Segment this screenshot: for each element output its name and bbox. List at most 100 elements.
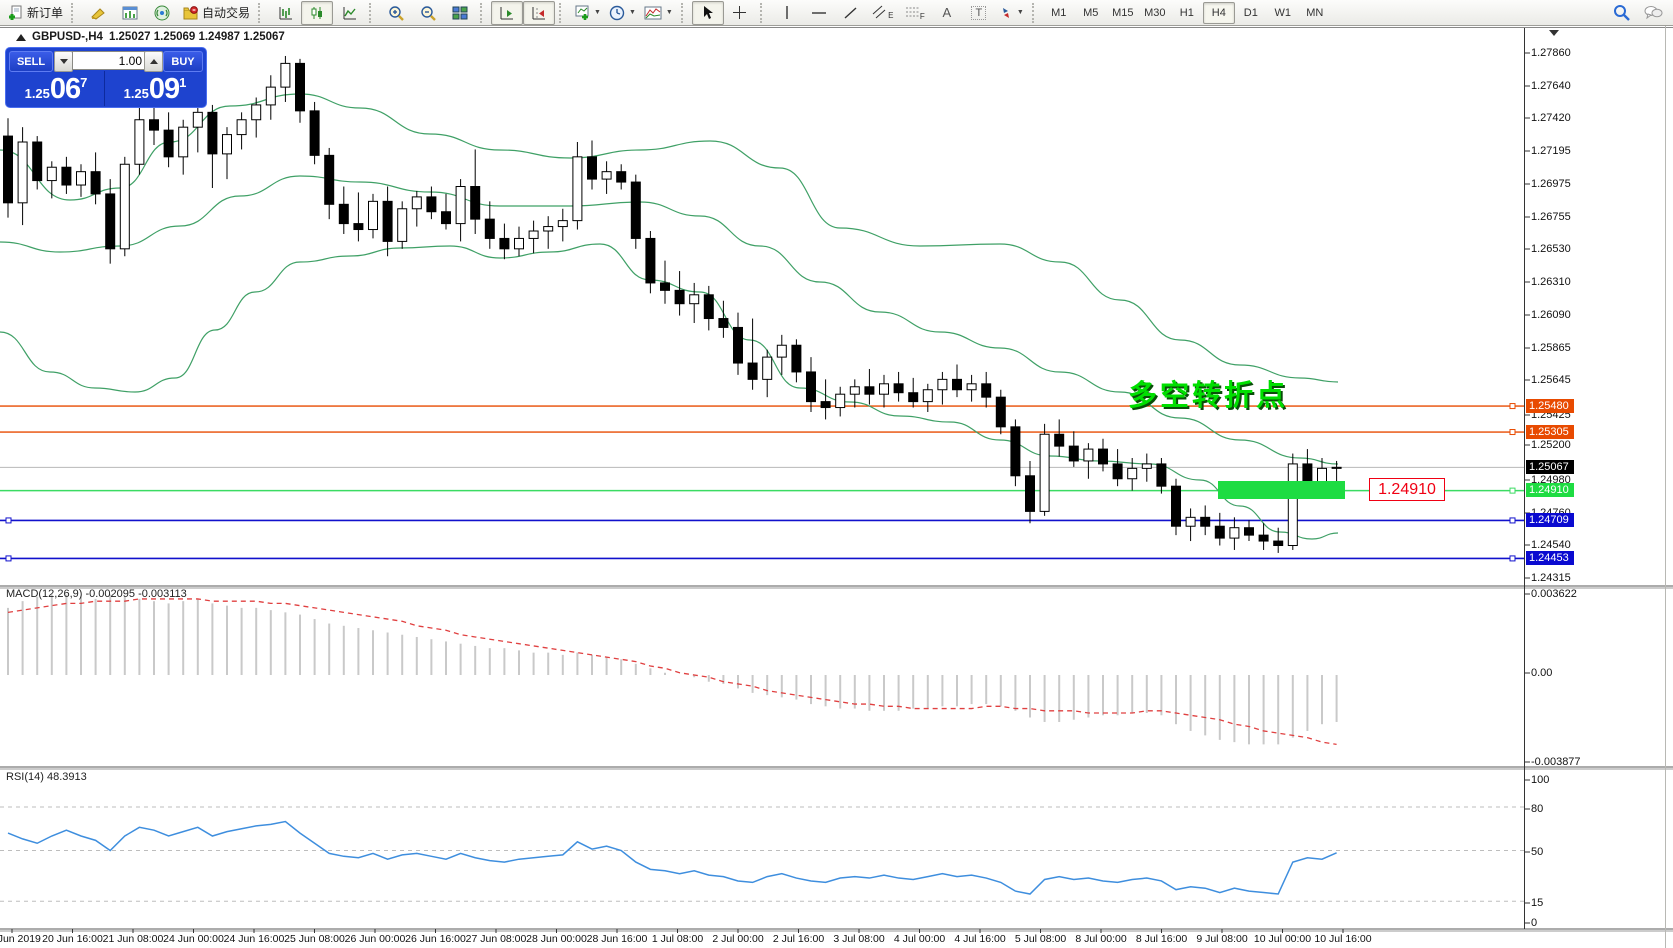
tile-windows-icon xyxy=(452,6,468,19)
periods-dropdown[interactable]: ▼ xyxy=(605,1,640,25)
volume-increase-button[interactable] xyxy=(144,51,163,72)
timeframe-W1[interactable]: W1 xyxy=(1274,6,1292,19)
template-icon xyxy=(644,6,662,19)
candlestick xyxy=(353,223,364,231)
channel-tool[interactable]: E xyxy=(867,1,899,25)
candlestick xyxy=(1302,463,1313,483)
sell-price[interactable]: 1.25 06 7 xyxy=(8,71,105,106)
zoom-out-button[interactable] xyxy=(412,1,444,25)
chart-shift-button[interactable] xyxy=(523,0,556,25)
time-label: 10 Jul 16:00 xyxy=(1314,933,1372,945)
tile-windows-button[interactable] xyxy=(444,1,476,25)
candlestick xyxy=(265,86,276,106)
text-label-tool[interactable]: T xyxy=(963,1,995,25)
chat-icon xyxy=(1644,6,1662,20)
candlestick xyxy=(557,220,568,228)
volume-decrease-button[interactable] xyxy=(54,51,73,72)
price-tick-label: 1.26755 xyxy=(1531,211,1571,223)
crosshair-tool-button[interactable] xyxy=(724,1,756,25)
time-label: 5 Jul 08:00 xyxy=(1014,933,1067,945)
macd-indicator-label: MACD(12,26,9) -0.002095 -0.003113 xyxy=(6,588,187,600)
timeframe-M5[interactable]: M5 xyxy=(1083,6,1099,19)
candlestick xyxy=(514,237,524,250)
candlestick xyxy=(820,401,831,409)
templates-dropdown[interactable]: ▼ xyxy=(640,1,677,25)
candlestick xyxy=(937,378,948,391)
candlestick xyxy=(572,156,583,222)
buy-price[interactable]: 1.25 09 1 xyxy=(107,71,203,106)
price-tick-label: 1.26090 xyxy=(1531,309,1571,321)
buy-button[interactable]: BUY xyxy=(163,51,203,72)
time-label: 8 Jul 00:00 xyxy=(1075,933,1127,945)
arrows-tool-dropdown[interactable]: ▼ xyxy=(995,1,1028,25)
auto-scroll-button[interactable] xyxy=(491,0,524,25)
bollinger-middle-band xyxy=(0,175,1339,465)
candlestick xyxy=(762,356,773,380)
bar-chart-button[interactable] xyxy=(269,1,301,25)
buy-price-prefix: 1.25 xyxy=(123,86,149,101)
toolbar-grip xyxy=(1031,2,1039,23)
indicator-tick-label: 0.003622 xyxy=(1531,588,1577,600)
rsi-line xyxy=(7,820,1337,895)
candlestick xyxy=(1039,433,1050,512)
new-chart-dropdown[interactable]: ▼ xyxy=(570,1,605,25)
timeframe-H4[interactable]: H4 xyxy=(1202,1,1235,24)
candlestick xyxy=(1054,433,1065,447)
signal-button[interactable] xyxy=(146,1,178,25)
signal-icon xyxy=(154,5,170,20)
candlestick xyxy=(397,208,408,242)
chevron-up-icon xyxy=(149,59,158,64)
new-order-button[interactable]: 新订单 xyxy=(4,1,67,25)
timeframe-M1[interactable]: M1 xyxy=(1051,6,1067,19)
auto-trading-button[interactable]: 自动交易 xyxy=(178,1,254,25)
chart-area[interactable]: GBPUSD-,H4 1.25027 1.25069 1.24987 1.250… xyxy=(0,26,1673,948)
candlestick-chart-button[interactable] xyxy=(301,0,334,25)
time-label: 24 Jun 16:00 xyxy=(223,933,285,945)
volume-input[interactable] xyxy=(72,51,146,70)
collapse-icon[interactable] xyxy=(16,33,26,41)
timeframe-M30[interactable]: M30 xyxy=(1144,6,1166,19)
cursor-tool-button[interactable] xyxy=(691,0,724,25)
price-tick-label: 1.25645 xyxy=(1531,374,1571,386)
chart-window-button[interactable] xyxy=(114,1,146,25)
timeframe-M15[interactable]: M15 xyxy=(1112,6,1134,19)
zoom-in-button[interactable] xyxy=(380,1,412,25)
candlestick xyxy=(470,186,481,220)
window-edge xyxy=(1665,26,1666,948)
vertical-line-tool[interactable] xyxy=(771,1,803,25)
candlestick xyxy=(1098,448,1108,465)
time-label: 2 Jul 16:00 xyxy=(772,933,825,945)
timeframe-MN[interactable]: MN xyxy=(1306,6,1324,19)
timeframe-D1[interactable]: D1 xyxy=(1243,6,1258,19)
fibonacci-tool[interactable]: F xyxy=(899,1,931,25)
crayon-button[interactable] xyxy=(82,1,114,25)
price-level-label[interactable]: 1.24910 xyxy=(1369,478,1445,501)
candlestick xyxy=(1317,467,1327,483)
candlestick xyxy=(46,166,57,182)
timeframe-group: M1 M5 M15 M30 H1 H4 D1 W1 MN xyxy=(1043,1,1331,24)
sell-button[interactable]: SELL xyxy=(9,51,53,72)
text-tool-icon: A xyxy=(942,5,952,20)
search-button[interactable] xyxy=(1605,1,1637,25)
candlestick xyxy=(981,383,992,398)
highlight-rectangle-object[interactable] xyxy=(1218,481,1345,499)
line-chart-button[interactable] xyxy=(333,1,365,25)
zoom-out-icon xyxy=(421,5,436,21)
candlestick xyxy=(1068,445,1079,462)
horizontal-line-tool[interactable] xyxy=(803,1,835,25)
sell-price-prefix: 1.25 xyxy=(24,86,50,101)
candlestick xyxy=(368,200,378,231)
timeframe-H1[interactable]: H1 xyxy=(1179,6,1194,19)
trendline-tool[interactable] xyxy=(835,1,867,25)
candlestick xyxy=(484,218,495,239)
price-tick-label: 1.26530 xyxy=(1531,243,1571,255)
chat-button[interactable] xyxy=(1637,1,1669,25)
text-tool[interactable]: A xyxy=(931,1,963,25)
line-handle xyxy=(1509,517,1516,524)
candlestick xyxy=(178,126,189,158)
arrows-icon xyxy=(1002,7,1009,18)
price-badge: 1.24709 xyxy=(1526,513,1574,527)
toolbar-grip xyxy=(559,2,566,23)
turning-point-annotation[interactable]: 多空转折点 xyxy=(1128,380,1289,412)
price-badge: 1.24910 xyxy=(1526,483,1574,497)
